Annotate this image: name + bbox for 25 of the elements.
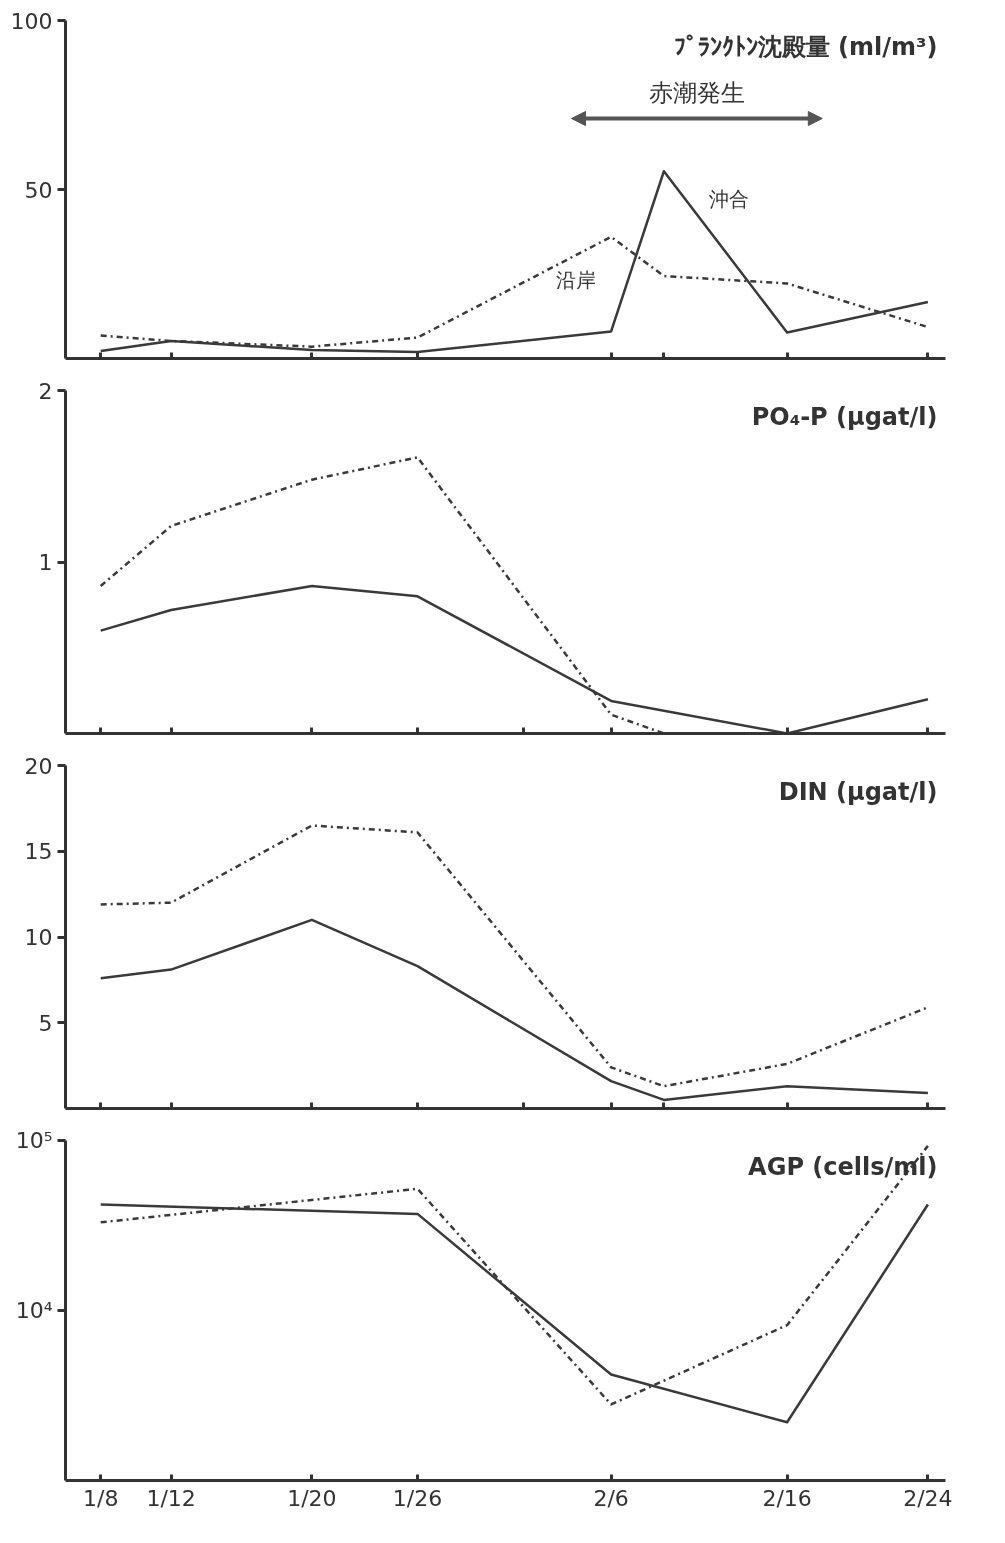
series-label: 沿岸 (556, 267, 597, 292)
x-tick-label: 1/8 (83, 1485, 119, 1511)
text: DIN (μgat/l) (778, 777, 938, 806)
annotation: 赤潮発生 (648, 78, 745, 107)
y-tick-label: 1 (38, 550, 53, 575)
y-tick-label: 5 (38, 1010, 53, 1036)
y-tick-label: 50 (24, 177, 53, 203)
y-tick-label: 10⁵ (15, 1128, 53, 1153)
x-tick-label: 1/26 (392, 1485, 443, 1511)
x-tick-label: 1/20 (287, 1485, 337, 1511)
y-tick-label: 2 (38, 378, 53, 404)
x-tick-label: 2/6 (593, 1485, 629, 1511)
x-tick-label: 2/16 (762, 1485, 812, 1511)
text: AGP (cells/ml) (748, 1152, 938, 1181)
text: ﾌﾟﾗﾝｸﾄﾝ沈殿量 (ml/m³) (673, 32, 938, 61)
y-tick-label: 10⁴ (15, 1298, 53, 1323)
y-tick-label: 20 (24, 753, 53, 779)
line-series (99, 918, 930, 1102)
y-tick-label: 10 (24, 925, 53, 950)
series-label: 沖合 (708, 187, 749, 212)
y-tick-label: 15 (24, 839, 53, 865)
x-tick-label: 1/12 (146, 1485, 196, 1511)
x-tick-label: 2/24 (903, 1485, 953, 1511)
text: PO₄-P (μgat/l) (751, 402, 938, 431)
y-tick-label: 100 (10, 8, 53, 34)
